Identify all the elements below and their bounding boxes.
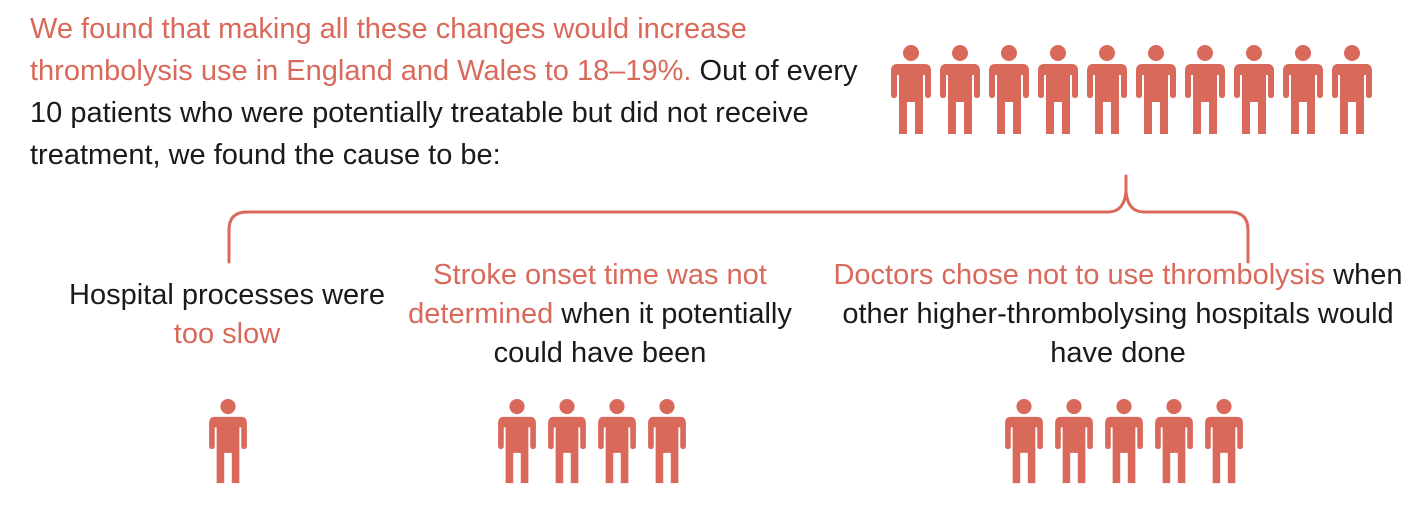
cause-3-patients <box>1003 398 1245 485</box>
person-icon <box>938 44 982 136</box>
person-icon <box>1232 44 1276 136</box>
person-icon <box>1103 398 1145 485</box>
person-icon <box>1134 44 1178 136</box>
person-icon <box>1003 398 1045 485</box>
person-icon <box>1085 44 1129 136</box>
person-icon <box>1281 44 1325 136</box>
cause-slow-processes: Hospital processes were too slow <box>69 279 385 350</box>
person-icon <box>1330 44 1374 136</box>
intro-text: We found that making all these changes w… <box>30 8 890 176</box>
person-icon <box>596 398 638 485</box>
intro-rest: Out of every 10 patients who were potent… <box>30 55 858 171</box>
cause-1-patients <box>207 398 249 485</box>
person-icon <box>889 44 933 136</box>
cause-highlight: Stroke onset time was not determined <box>408 259 767 330</box>
person-icon <box>1036 44 1080 136</box>
total-patients-group <box>889 44 1374 136</box>
person-icon <box>496 398 538 485</box>
cause-doctor-choice: Doctors chose not to use thrombolysis wh… <box>833 259 1403 369</box>
intro-highlight: We found that making all these changes w… <box>30 13 747 87</box>
person-icon <box>987 44 1031 136</box>
cause-highlight: Doctors chose not to use thrombolysis <box>833 259 1326 291</box>
person-icon <box>1203 398 1245 485</box>
person-icon <box>1153 398 1195 485</box>
person-icon <box>646 398 688 485</box>
person-icon <box>546 398 588 485</box>
cause-highlight: too slow <box>173 318 281 350</box>
cause-onset-time: Stroke onset time was not determined whe… <box>408 259 792 369</box>
person-icon <box>1053 398 1095 485</box>
person-icon <box>1183 44 1227 136</box>
person-icon <box>207 398 249 485</box>
cause-2-patients <box>496 398 688 485</box>
